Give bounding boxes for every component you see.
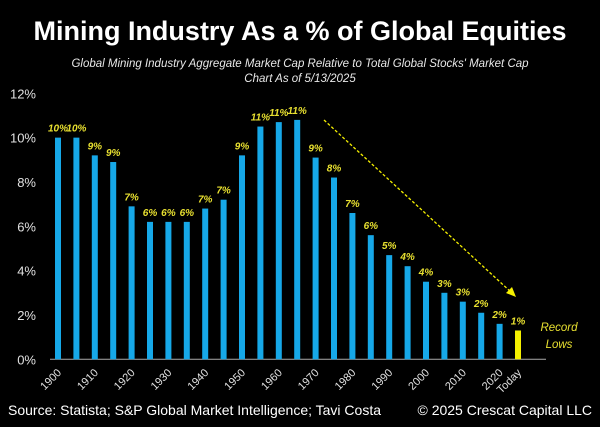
x-tick-label: 2000 [406,367,432,393]
bar [183,221,190,360]
data-label: 3% [456,288,471,299]
y-tick-label: 2% [17,308,36,323]
data-label: 9% [308,144,323,155]
x-tick-label: 1900 [38,367,64,393]
x-tick-label: 2010 [443,367,469,393]
bar [386,255,393,360]
bar [239,155,245,360]
x-tick-label: 1970 [296,367,322,393]
y-tick-label: 12% [10,86,36,101]
x-tick-label: 1910 [75,367,101,393]
y-tick-label: 8% [17,175,36,190]
bar [165,221,172,360]
record-lows-annotation: Lows [546,339,573,351]
y-tick-label: 4% [17,264,36,279]
bar [441,292,448,360]
data-label: 3% [437,279,452,290]
data-label: 11% [251,113,270,124]
data-label: 11% [269,108,288,119]
data-label: 6% [364,221,379,232]
bar [294,119,301,360]
chart-subtitle: Global Mining Industry Aggregate Market … [71,58,529,70]
source-note: Source: Statista; S&P Global Market Inte… [8,402,382,418]
data-label: 7% [124,192,139,203]
data-label: 5% [382,241,397,252]
bar [91,155,98,360]
bar [404,266,411,360]
bar [515,330,521,360]
bar [128,206,135,360]
data-label: 9% [235,141,250,152]
bar [478,312,485,360]
x-tick-label: 1950 [222,367,248,393]
bar [367,235,374,360]
bar [55,137,61,360]
bar [423,281,429,360]
data-label: 4% [418,268,434,279]
data-label: 7% [216,186,231,197]
x-tick-label: 1990 [370,367,396,393]
data-label: 10% [66,124,86,135]
data-label: 2% [473,299,489,310]
bar [349,213,356,360]
bar [496,323,503,360]
data-label: 7% [198,195,213,206]
chart-title: Mining Industry As a % of Global Equitie… [33,16,567,46]
bar [331,177,337,360]
x-tick-label: 1940 [186,367,212,393]
x-tick-label: 1930 [149,367,175,393]
data-label: 6% [161,208,176,219]
bar [459,301,466,360]
bar-chart: 0%2%4%6%8%10%12%10%190010%9%19109%7%1920… [10,86,578,396]
x-tick-label: 1980 [333,367,359,393]
copyright: © 2025 Crescat Capital LLC [417,402,592,418]
data-label: 1% [511,316,526,327]
data-label: 4% [399,252,415,263]
bar [73,137,80,360]
y-tick-label: 10% [10,131,36,146]
trend-arrow-line [323,119,513,294]
bar [202,208,209,360]
data-label: 2% [491,310,507,321]
bar [257,126,264,360]
chart-date: Chart As of 5/13/2025 [244,73,356,85]
bar [220,199,227,360]
data-label: 11% [288,106,307,117]
y-tick-label: 6% [17,219,36,234]
y-tick-label: 0% [17,352,36,367]
data-label: 10% [48,124,68,135]
data-label: 9% [106,148,121,159]
data-label: 6% [180,208,195,219]
bar [312,157,319,360]
x-tick-label: 1920 [112,367,138,393]
bar [147,221,153,360]
data-label: 6% [143,208,158,219]
bar [110,162,117,360]
record-lows-annotation: Record [540,322,578,334]
bar [275,122,282,360]
data-label: 7% [345,199,360,210]
data-label: 8% [327,164,342,175]
x-tick-label: 1960 [259,367,285,393]
trend-arrow-head [506,287,516,297]
data-label: 9% [88,141,103,152]
